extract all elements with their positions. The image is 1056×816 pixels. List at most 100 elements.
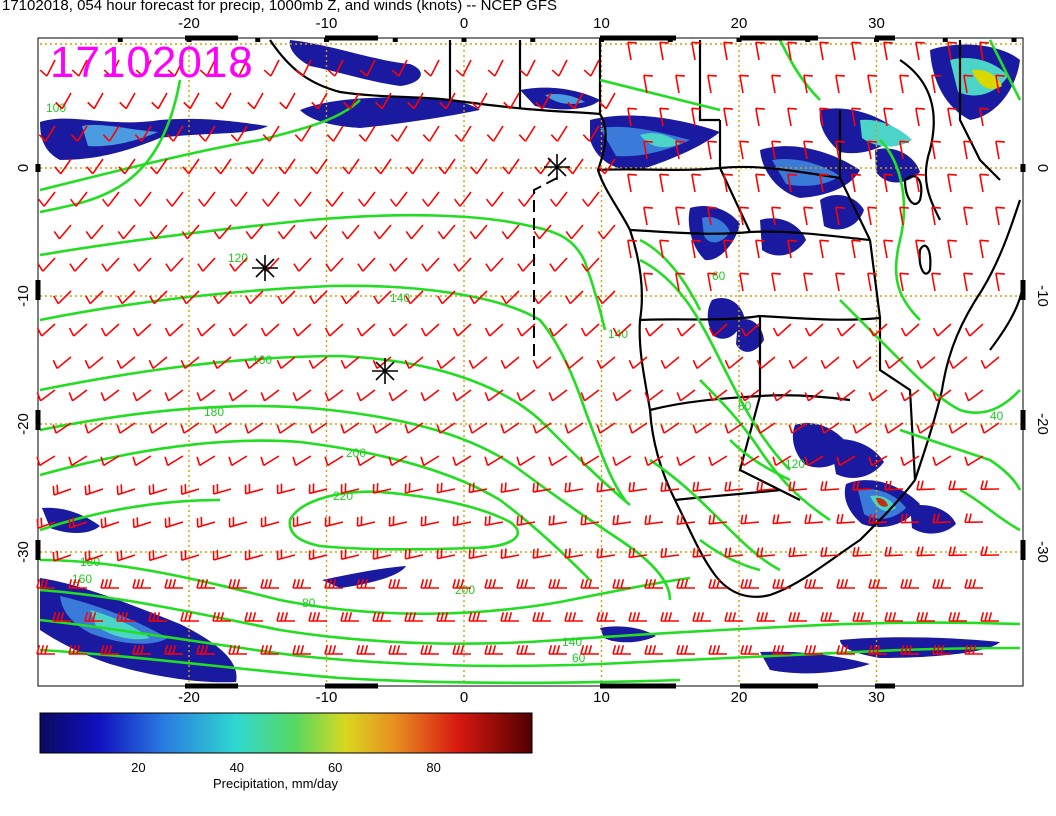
wind-barb	[867, 140, 877, 160]
wind-barb	[564, 482, 584, 493]
wind-barb	[900, 389, 920, 402]
contour-line	[39, 439, 591, 581]
wind-barb	[244, 356, 264, 370]
wind-barb	[117, 290, 136, 305]
wind-barb	[36, 517, 56, 529]
wind-barb	[772, 455, 792, 467]
wind-barb	[245, 290, 264, 305]
wind-barb	[596, 482, 616, 493]
wind-barb	[580, 579, 599, 589]
colorbar-tick-label: 20	[131, 760, 146, 775]
wind-barb	[69, 191, 88, 207]
wind-barb	[740, 389, 760, 402]
wind-barb	[196, 516, 216, 528]
wind-barb	[628, 422, 648, 434]
precip-area	[300, 97, 480, 128]
wind-barb	[692, 547, 712, 558]
wind-barb	[180, 484, 200, 495]
wind-barb	[421, 191, 440, 207]
wind-barb	[964, 389, 984, 402]
wind-barb	[756, 481, 776, 492]
lon-tick-label-top: 10	[593, 15, 610, 32]
wind-barb	[244, 549, 264, 561]
colorbar-tick-label: 60	[327, 760, 343, 775]
wind-barb	[533, 224, 552, 240]
wind-barb	[228, 645, 247, 655]
wind-barb	[228, 579, 247, 589]
wind-barb	[469, 224, 488, 240]
wind-barb	[36, 455, 56, 467]
wind-barb	[596, 422, 616, 434]
wind-barb	[164, 455, 184, 467]
wind-barb	[900, 323, 920, 337]
wind-barb	[262, 125, 280, 142]
wind-barb	[309, 224, 328, 240]
wind-barb	[292, 323, 312, 337]
lon-tick-label-bottom: 10	[593, 689, 610, 706]
wind-barb	[583, 59, 600, 77]
wind-barb	[948, 356, 968, 370]
wind-barb	[101, 191, 120, 207]
wind-barb	[628, 356, 648, 370]
wind-barb	[310, 158, 328, 175]
wind-barb	[39, 59, 56, 77]
wind-barb	[899, 74, 909, 94]
wind-barb	[675, 74, 685, 94]
wind-barb	[548, 645, 567, 655]
wind-barb	[932, 579, 951, 589]
colorbar-tick-label: 80	[426, 760, 441, 775]
precip-area	[702, 216, 730, 243]
wind-barb	[453, 257, 472, 272]
wind-barb	[867, 206, 877, 226]
wind-barb	[388, 389, 408, 402]
wind-barb	[948, 612, 967, 622]
wind-barb	[836, 323, 856, 337]
wind-barb	[851, 41, 861, 61]
wind-barb	[196, 579, 215, 589]
wind-barb	[660, 547, 680, 559]
contour-line	[39, 354, 631, 506]
wind-barb	[212, 549, 232, 561]
wind-barb	[325, 257, 344, 272]
wind-barb	[644, 514, 664, 526]
wind-barb	[36, 645, 55, 655]
lat-tick-label-left: -10	[15, 285, 32, 307]
wind-barb	[756, 612, 775, 622]
wind-barb	[52, 422, 72, 434]
wind-barb	[68, 645, 87, 655]
wind-barb	[884, 356, 904, 370]
wind-barb	[548, 389, 568, 402]
wind-barb	[246, 158, 264, 175]
wind-barb	[292, 579, 311, 589]
precip-area	[830, 439, 884, 478]
wind-barb	[691, 239, 701, 259]
wind-barb	[325, 191, 344, 207]
wind-barb	[516, 389, 536, 402]
wind-barb	[676, 389, 696, 402]
wind-barb	[916, 612, 935, 622]
wind-barb	[292, 645, 311, 655]
wind-barb	[502, 158, 520, 175]
wind-barb	[487, 59, 504, 77]
wind-barb	[724, 422, 744, 434]
wind-barb	[948, 422, 968, 434]
wind-barb	[580, 323, 600, 337]
wind-barb	[724, 612, 743, 622]
wind-barb	[388, 579, 407, 589]
country-border	[838, 110, 871, 241]
wind-barb	[516, 323, 536, 337]
wind-barb	[740, 579, 759, 589]
wind-barb	[199, 59, 216, 77]
wind-barb	[423, 59, 440, 77]
wind-barb	[148, 422, 168, 434]
contour-line	[39, 99, 361, 192]
wind-barb	[915, 41, 925, 61]
wind-barb	[212, 356, 232, 370]
wind-barb	[36, 323, 56, 337]
wind-barb	[52, 612, 71, 622]
wind-barb	[931, 140, 941, 160]
wind-barb	[324, 516, 344, 528]
wind-barb	[963, 206, 973, 226]
contour-label: 60	[572, 651, 586, 665]
